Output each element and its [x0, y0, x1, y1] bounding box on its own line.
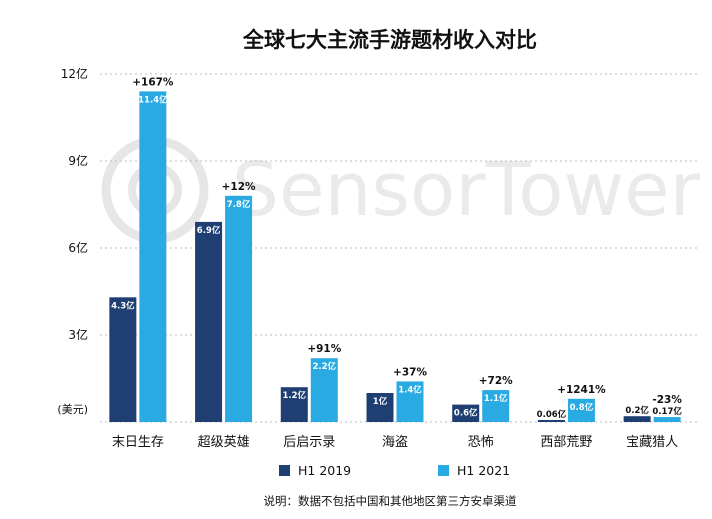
y-axis: 12亿 9亿 6亿 3亿 — [61, 66, 88, 342]
bar-h1-2019 — [452, 404, 480, 422]
data-label: 0.06亿 — [537, 409, 567, 420]
x-tick-label: 末日生存 — [112, 435, 164, 450]
y-tick-label: 3亿 — [68, 327, 88, 342]
bar-h1-2021 — [310, 358, 338, 422]
y-tick-label: 12亿 — [61, 66, 88, 81]
bar-h1-2019 — [195, 221, 223, 422]
growth-label: +91% — [307, 343, 341, 355]
legend-swatch-h1-2019 — [279, 465, 290, 476]
x-tick-label: 恐怖 — [468, 434, 494, 450]
bar-h1-2019 — [623, 416, 651, 422]
data-label: 2.2亿 — [313, 361, 337, 372]
data-label: 0.17亿 — [652, 406, 682, 417]
y-tick-label: 6亿 — [68, 240, 88, 255]
footnote: 说明：数据不包括中国和其他地区第三方安卓渠道 — [264, 494, 517, 508]
legend-swatch-h1-2021 — [438, 465, 449, 476]
unit-label: (美元) — [57, 403, 88, 416]
growth-label: -23% — [652, 394, 682, 406]
x-tick-label: 超级英雄 — [198, 435, 250, 450]
legend-label-h1-2019: H1 2019 — [298, 463, 351, 478]
growth-label: +167% — [132, 76, 174, 88]
bar-h1-2021 — [653, 417, 681, 422]
data-label: 1亿 — [373, 396, 388, 407]
data-label: 1.1亿 — [484, 393, 508, 404]
x-tick-label: 海盗 — [382, 434, 408, 450]
bar-h1-2021 — [225, 195, 253, 422]
growth-label: +37% — [393, 366, 427, 378]
y-tick-label: 9亿 — [68, 153, 88, 168]
data-label: 7.8亿 — [227, 199, 251, 210]
legend: H1 2019 H1 2021 — [279, 463, 510, 478]
growth-label: +1241% — [557, 384, 606, 396]
x-axis: 末日生存 超级英雄 后启示录 海盗 恐怖 西部荒野 宝藏猎人 — [112, 434, 678, 450]
chart-title: 全球七大主流手游题材收入对比 — [242, 28, 537, 52]
bar-h1-2019 — [280, 387, 308, 422]
data-label: 0.2亿 — [625, 405, 649, 416]
bar-h1-2021 — [567, 398, 595, 422]
growth-label: +12% — [222, 181, 256, 193]
watermark-text: SensorTower — [232, 147, 701, 233]
data-label: 1.2亿 — [283, 390, 307, 401]
bar-h1-2021 — [396, 381, 424, 422]
data-label: 0.6亿 — [454, 408, 478, 419]
data-label: 1.4亿 — [398, 384, 422, 395]
data-label: 11.4亿 — [138, 94, 168, 105]
bar-h1-2019 — [366, 393, 394, 422]
x-tick-label: 宝藏猎人 — [626, 435, 678, 450]
data-label: 4.3亿 — [111, 300, 135, 311]
growth-label: +72% — [479, 375, 513, 387]
bar-h1-2021 — [139, 91, 167, 423]
data-label: 6.9亿 — [197, 225, 221, 236]
bar-h1-2019 — [537, 420, 565, 422]
bar-h1-2019 — [109, 297, 137, 422]
bar-h1-2021 — [482, 390, 510, 422]
bars: 4.3亿 11.4亿 +167% 6.9亿 7.8亿 +12% 1.2亿 2.2亿 +91% 1亿… — [109, 76, 682, 423]
x-tick-label: 西部荒野 — [540, 435, 592, 450]
x-tick-label: 后启示录 — [283, 435, 335, 450]
data-label: 0.8亿 — [570, 402, 594, 413]
legend-label-h1-2021: H1 2021 — [457, 463, 510, 478]
